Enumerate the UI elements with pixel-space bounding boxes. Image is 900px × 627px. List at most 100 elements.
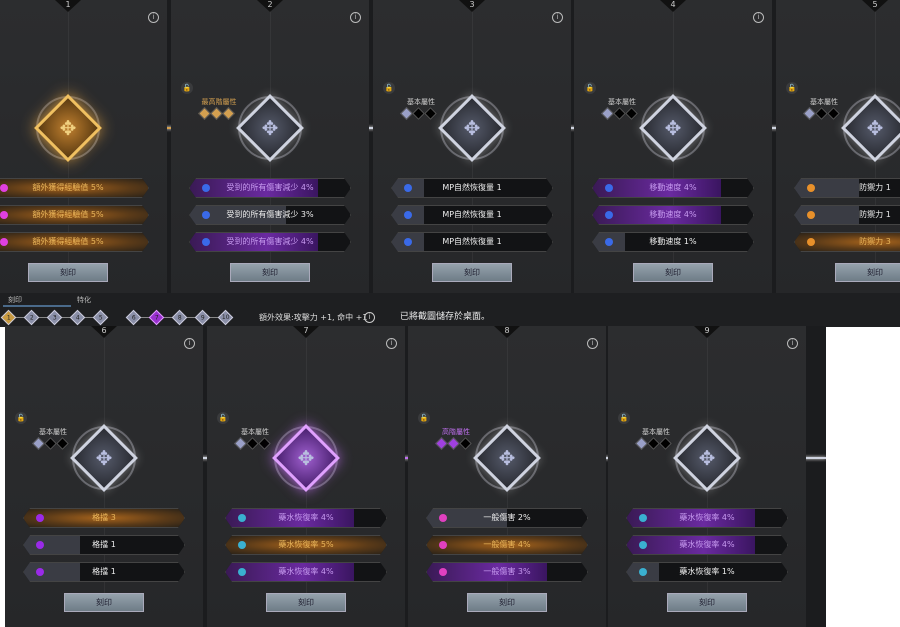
stat-icon — [605, 184, 613, 192]
engrave-button[interactable]: 刻印 — [432, 263, 512, 282]
stat-icon — [439, 514, 447, 522]
lock-icon[interactable]: 🔓 — [15, 412, 27, 424]
tab-specialize[interactable]: 特化 — [77, 296, 91, 304]
engrave-button[interactable]: 刻印 — [230, 263, 310, 282]
gem-icon — [424, 107, 437, 120]
stat-row: 格擋 1 — [23, 535, 185, 555]
stat-icon — [807, 211, 815, 219]
info-icon[interactable]: i — [787, 338, 798, 349]
stat-fill — [226, 536, 386, 554]
progress-step-3[interactable]: 3 — [46, 309, 63, 326]
progress-connector — [185, 317, 197, 318]
stat-text: 格擋 1 — [92, 540, 116, 549]
stat-fill — [795, 179, 859, 197]
progress-step-2[interactable]: 2 — [23, 309, 40, 326]
gem-icon — [56, 437, 69, 450]
slot-number: 2 — [257, 0, 283, 12]
tab-engrave[interactable]: 刻印 — [8, 296, 22, 304]
progress-step-9[interactable]: 9 — [194, 309, 211, 326]
stat-fill — [0, 233, 148, 251]
lock-icon[interactable]: 🔓 — [786, 82, 798, 94]
stat-text: 額外獲得經驗值 5% — [32, 237, 104, 246]
engrave-progress: 1 2 3 4 5 6 7 8 9 10 — [0, 309, 234, 326]
lock-icon[interactable]: 🔓 — [418, 412, 430, 424]
stat-row: 格擋 1 — [23, 562, 185, 582]
lock-icon[interactable]: 🔓 — [383, 82, 395, 94]
gem-icon — [412, 107, 425, 120]
stat-row: 格擋 3 — [23, 508, 185, 528]
engrave-slot-9: 9 i 🔓 基本屬性 ✥ 藥水恢復率 4% 藥水恢復率 4% 藥水恢復率 1% 刻印 — [608, 326, 806, 627]
engrave-button[interactable]: 刻印 — [467, 593, 547, 612]
stat-icon — [605, 211, 613, 219]
progress-step-label: 5 — [98, 313, 103, 321]
engrave-button[interactable]: 刻印 — [835, 263, 900, 282]
gem-icon — [44, 437, 57, 450]
progress-step-8[interactable]: 8 — [171, 309, 188, 326]
stat-text: MP自然恢復量 1 — [442, 210, 502, 219]
progress-step-6[interactable]: 6 — [125, 309, 142, 326]
gem-icon — [803, 107, 816, 120]
stat-text: 藥水恢復率 4% — [679, 540, 735, 549]
engrave-slot-3: 3 i 🔓 基本屬性 ✥ MP自然恢復量 1 MP自然恢復量 1 MP自然恢復量 1 刻印 — [373, 0, 571, 296]
knot-icon: ✥ — [59, 116, 77, 140]
stat-row: 防禦力 3 — [794, 232, 900, 252]
progress-step-label: 4 — [75, 313, 80, 321]
tier-label: 基本屬性 — [39, 428, 67, 436]
stat-text: 格擋 1 — [92, 567, 116, 576]
slot-number: 9 — [694, 326, 720, 338]
stat-row: 一般傷害 2% — [426, 508, 588, 528]
info-icon[interactable]: i — [552, 12, 563, 23]
stat-text: MP自然恢復量 1 — [442, 183, 502, 192]
stat-icon — [0, 211, 8, 219]
engrave-button[interactable]: 刻印 — [64, 593, 144, 612]
progress-connector — [208, 317, 220, 318]
lock-icon[interactable]: 🔓 — [584, 82, 596, 94]
stat-row: 額外獲得經驗值 5% — [0, 178, 149, 198]
stat-row: MP自然恢復量 1 — [391, 178, 553, 198]
slot-number: 7 — [293, 326, 319, 338]
stat-fill — [627, 536, 755, 554]
lock-icon[interactable]: 🔓 — [217, 412, 229, 424]
lock-icon[interactable]: 🔓 — [618, 412, 630, 424]
engrave-button[interactable]: 刻印 — [28, 263, 108, 282]
info-icon[interactable]: i — [753, 12, 764, 23]
progress-step-label: 2 — [29, 313, 34, 321]
info-icon[interactable]: i — [184, 338, 195, 349]
knot-icon: ✥ — [463, 116, 481, 140]
stat-icon — [639, 541, 647, 549]
engrave-slot-6: 6 i 🔓 基本屬性 ✥ 格擋 3 格擋 1 格擋 1 刻印 — [5, 326, 203, 627]
progress-step-label: 9 — [200, 313, 205, 321]
engrave-slot-1: 1 i ✥ 額外獲得經驗值 5% 額外獲得經驗值 5% 額外獲得經驗值 5% 刻印 — [0, 0, 167, 296]
info-icon[interactable]: i — [350, 12, 361, 23]
progress-step-10[interactable]: 10 — [217, 309, 234, 326]
info-icon[interactable]: i — [148, 12, 159, 23]
progress-step-label: 3 — [52, 313, 57, 321]
gem-icon — [198, 107, 211, 120]
progress-step-1[interactable]: 1 — [0, 309, 17, 326]
knot-icon: ✥ — [664, 116, 682, 140]
stat-fill — [226, 509, 354, 527]
info-icon[interactable]: i — [364, 312, 375, 323]
stat-row: 額外獲得經驗值 5% — [0, 205, 149, 225]
engrave-button[interactable]: 刻印 — [633, 263, 713, 282]
gem-icon — [32, 437, 45, 450]
engrave-row-bottom: 6 i 🔓 基本屬性 ✥ 格擋 3 格擋 1 格擋 1 刻印 7 i 🔓 基本屬性 ✥ 藥水恢復率 4% 藥水… — [5, 326, 826, 627]
stat-icon — [639, 568, 647, 576]
tier-label: 基本屬性 — [642, 428, 670, 436]
stat-icon — [202, 238, 210, 246]
info-icon[interactable]: i — [587, 338, 598, 349]
info-icon[interactable]: i — [386, 338, 397, 349]
progress-step-5[interactable]: 5 — [92, 309, 109, 326]
gem-icon — [613, 107, 626, 120]
tier-label: 基本屬性 — [810, 98, 838, 106]
progress-step-4[interactable]: 4 — [69, 309, 86, 326]
stat-text: 一般傷害 2% — [483, 513, 531, 522]
stat-text: 藥水恢復率 1% — [679, 567, 735, 576]
engrave-button[interactable]: 刻印 — [266, 593, 346, 612]
knot-icon: ✥ — [698, 446, 716, 470]
progress-step-7[interactable]: 7 — [148, 309, 165, 326]
engrave-button[interactable]: 刻印 — [667, 593, 747, 612]
lock-icon[interactable]: 🔓 — [181, 82, 193, 94]
stat-row: 受到的所有傷害減少 3% — [189, 205, 351, 225]
stat-fill — [795, 206, 859, 224]
